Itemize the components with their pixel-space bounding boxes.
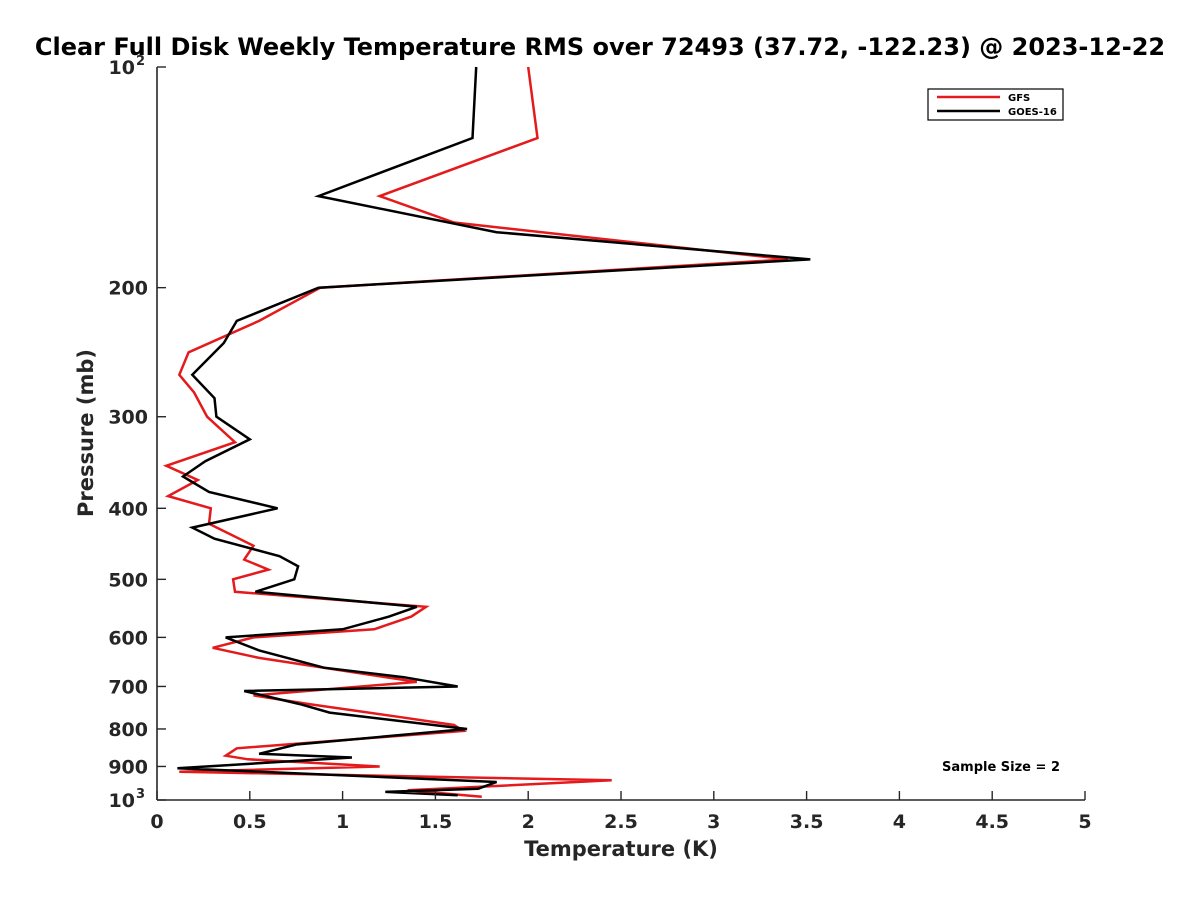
x-tick-label: 0.5 (233, 811, 267, 833)
x-tick-label: 2 (522, 811, 535, 833)
x-tick-label: 2.5 (604, 811, 638, 833)
legend-box (927, 88, 1064, 121)
x-tick-label: 5 (1078, 811, 1091, 833)
y-tick-exponent: 3 (136, 787, 145, 802)
y-tick-label: 10 (109, 57, 135, 79)
x-tick-label: 4.5 (975, 811, 1009, 833)
y-tick-label: 200 (108, 278, 148, 300)
y-tick-label: 800 (108, 719, 148, 741)
x-tick-label: 1 (336, 811, 349, 833)
y-tick-label: 400 (108, 498, 148, 520)
x-tick-label: 0 (150, 811, 163, 833)
y-tick-label: 300 (108, 407, 148, 429)
series-line-goes-16 (177, 66, 811, 797)
y-tick-label: 600 (108, 627, 148, 649)
legend-label-goes-16: GOES-16 (1008, 107, 1057, 118)
y-tick-label: 900 (108, 756, 148, 778)
x-tick-label: 4 (893, 811, 906, 833)
series-layer (162, 66, 811, 799)
legend: GFS GOES-16 (927, 88, 1064, 121)
sample-size-annotation: Sample Size = 2 (942, 760, 1060, 775)
series-line-gfs (162, 66, 789, 799)
chart-title: Clear Full Disk Weekly Temperature RMS o… (35, 33, 1165, 61)
y-tick-label: 10 (109, 790, 135, 812)
y-tick-exponent: 2 (136, 54, 145, 69)
y-axis-title: Pressure (mb) (74, 349, 98, 517)
legend-label-gfs: GFS (1008, 93, 1030, 104)
x-ticks: 0 0.5 1 1.5 2 2.5 3 3.5 4 4.5 5 (150, 791, 1092, 833)
x-tick-label: 1.5 (419, 811, 453, 833)
x-tick-label: 3.5 (790, 811, 824, 833)
y-tick-label: 700 (108, 676, 148, 698)
x-axis-title: Temperature (K) (524, 837, 718, 861)
y-tick-label: 500 (108, 569, 148, 591)
x-tick-label: 3 (707, 811, 720, 833)
